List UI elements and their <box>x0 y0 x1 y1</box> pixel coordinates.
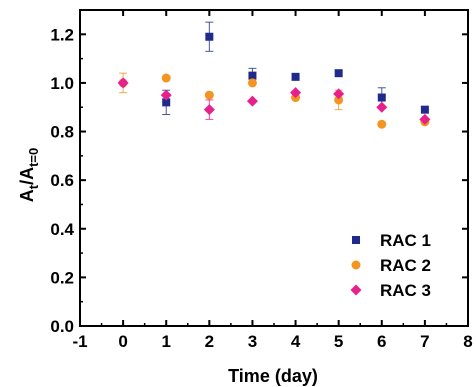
data-point <box>248 71 257 80</box>
data-point <box>376 101 388 113</box>
x-tick-label: 2 <box>205 332 214 351</box>
data-point <box>204 90 214 100</box>
y-tick-label: 0.2 <box>50 268 74 287</box>
data-points <box>117 21 431 129</box>
y-tick-label: 1.2 <box>50 25 74 44</box>
y-axis-title: At/At=0 <box>17 148 41 203</box>
y-axis-title-main: A <box>17 189 37 202</box>
x-tick-label: 1 <box>161 332 170 351</box>
y-tick-label: 0.0 <box>50 317 74 336</box>
x-tick-label: 7 <box>420 332 429 351</box>
data-point <box>377 119 387 129</box>
data-point <box>117 77 129 89</box>
data-point <box>291 72 300 81</box>
y-axis-title-sub-t: t <box>26 184 41 189</box>
data-point <box>333 88 345 100</box>
data-point <box>161 73 171 83</box>
data-point <box>377 93 386 102</box>
data-point <box>334 69 343 78</box>
x-tick-label: -1 <box>72 332 87 351</box>
data-point <box>162 98 171 107</box>
x-tick-label: 3 <box>248 332 257 351</box>
legend-label: RAC 2 <box>380 256 431 275</box>
plot-frame <box>79 9 469 327</box>
series-1 <box>162 21 429 116</box>
y-tick-label: 1.0 <box>50 74 74 93</box>
axes <box>79 9 469 327</box>
y-tick-label: 0.6 <box>50 171 74 190</box>
ticks: -1 0 1 2 3 4 5 6 7 8 0.0 0.2 0.4 0.6 0.8 1.0 1.2 <box>50 9 473 351</box>
data-point <box>334 95 344 105</box>
legend-label: RAC 3 <box>380 281 431 300</box>
x-tick-label: 0 <box>118 332 127 351</box>
data-point <box>246 95 258 107</box>
x-tick-label: 4 <box>291 332 301 351</box>
x-axis-title: Time (day) <box>228 366 318 386</box>
x-tick-label: 5 <box>334 332 343 351</box>
series-3 <box>117 77 431 125</box>
data-point <box>160 89 172 101</box>
data-point <box>420 105 429 114</box>
legend-marker <box>350 284 362 296</box>
y-tick-label: 0.4 <box>50 220 74 239</box>
legend-label: RAC 1 <box>380 231 431 250</box>
y-axis-title-sub-t0: t=0 <box>26 148 41 167</box>
y-axis-title-slash: /A <box>17 167 37 185</box>
legend: RAC 1 RAC 2 RAC 3 <box>350 231 431 300</box>
data-point <box>290 87 302 99</box>
legend-marker <box>351 260 361 270</box>
data-point <box>419 113 431 125</box>
y-tick-label: 0.8 <box>50 123 74 142</box>
x-tick-label: 6 <box>377 332 386 351</box>
data-point <box>247 78 257 88</box>
data-point <box>203 104 215 116</box>
x-tick-label: 8 <box>463 332 472 351</box>
legend-marker <box>352 236 360 244</box>
data-point <box>205 32 214 41</box>
